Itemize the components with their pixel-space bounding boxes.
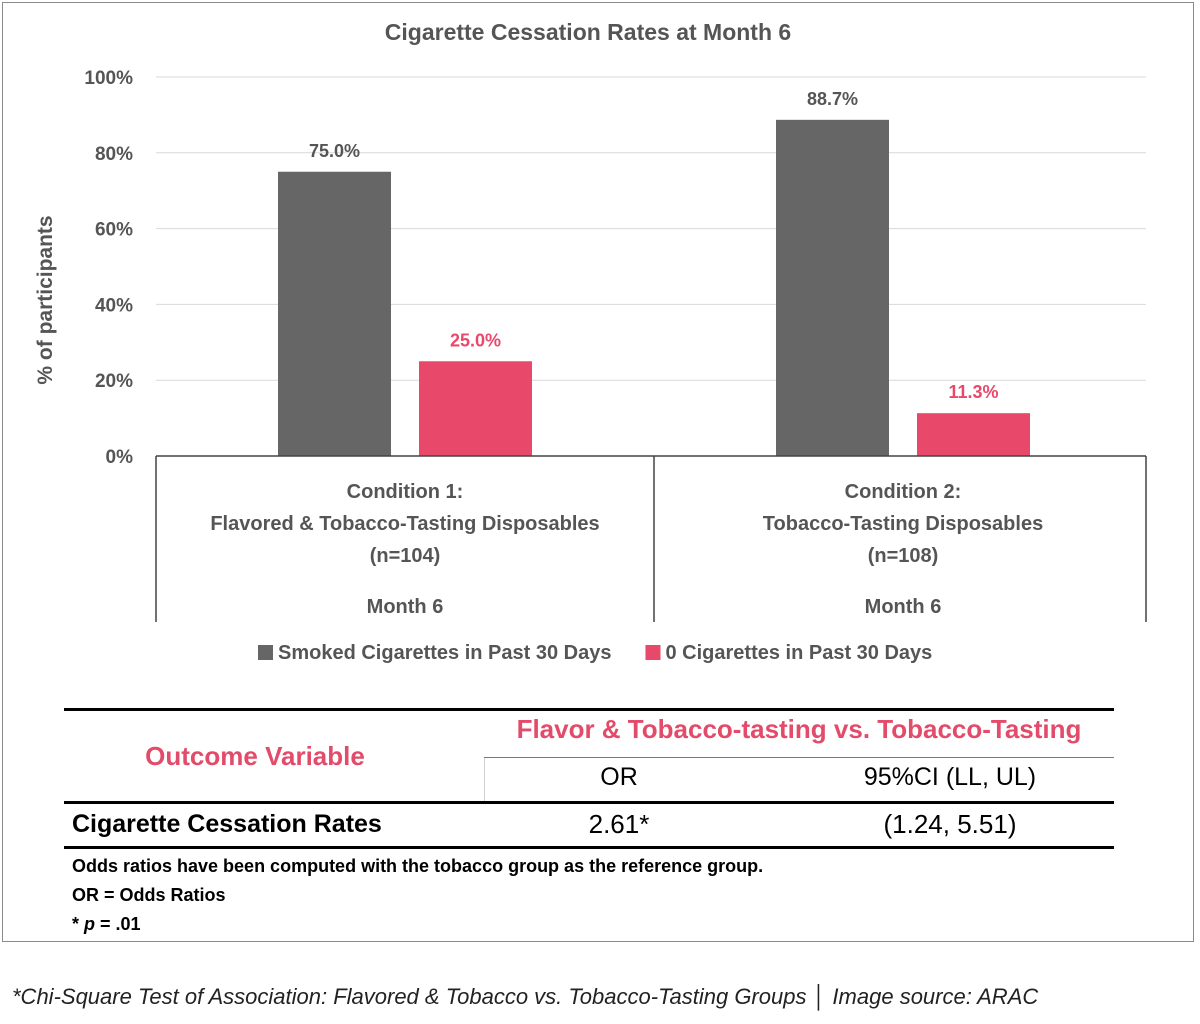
table-row-or: 2.61* [588,809,650,839]
y-tick-label: 20% [95,371,133,392]
legend-label: Smoked Cigarettes in Past 30 Days [278,642,611,664]
bar-zero-cigarettes [419,361,532,456]
note-or-definition: OR = Odds Ratios [72,885,226,905]
category-label: Condition 2: [845,481,962,503]
data-label: 88.7% [807,89,858,109]
bar-chart: Cigarette Cessation Rates at Month 6 0% 2… [34,19,1147,664]
outcome-variable-header: Outcome Variable [145,741,365,771]
y-tick-label: 100% [84,68,133,89]
data-label: 11.3% [948,382,998,402]
table-header-rule [64,801,1114,804]
table-row-label: Cigarette Cessation Rates [72,810,382,838]
y-axis-label: % of participants [34,215,57,384]
bars [278,119,1030,457]
category-axis: Condition 1: Flavored & Tobacco-Tasting D… [155,455,1147,622]
table-top-rule [64,708,1114,711]
bar-smoked [776,119,889,457]
y-axis-ticks: 0% 20% 40% 60% 80% 100% [84,68,133,468]
ci-column-header: 95%CI (LL, UL) [863,763,1037,791]
category-group-label: Month 6 [367,596,444,618]
bar-zero-cigarettes [917,413,1030,456]
legend-swatch [645,645,661,660]
y-tick-label: 60% [95,220,133,241]
note-p-value: * p = .01 [72,914,141,935]
category-label: Tobacco-Tasting Disposables [763,513,1043,535]
figure-frame [2,2,1194,942]
note-reference-group: Odds ratios have been computed with the … [72,856,764,876]
category-label: (n=108) [868,545,939,567]
category-label: Condition 1: [347,481,464,503]
figure-caption: *Chi-Square Test of Association: Flavore… [12,984,1039,1009]
legend-swatch [258,645,273,660]
legend: Smoked Cigarettes in Past 30 Days 0 Cigar… [258,642,932,664]
category-label: Flavored & Tobacco-Tasting Disposables [210,513,599,535]
y-tick-label: 0% [106,447,134,468]
comparison-header: Flavor & Tobacco-tasting vs. Tobacco-Tas… [516,714,1082,744]
p-value: = .01 [95,914,141,934]
p-prefix: * [72,914,85,934]
table-bottom-rule [64,846,1114,849]
y-tick-label: 80% [95,144,133,165]
table-column-separator [484,758,485,802]
table-row-ci: (1.24, 5.51) [883,809,1017,839]
p-symbol: p [84,914,96,934]
category-group-label: Month 6 [865,596,942,618]
category-label: (n=104) [370,545,441,567]
data-label: 75.0% [309,141,360,161]
y-tick-label: 40% [95,295,133,316]
chart-title: Cigarette Cessation Rates at Month 6 [385,19,791,45]
data-labels: 75.0% 25.0% 88.7% 11.3% [309,89,999,402]
data-label: 25.0% [450,330,501,350]
or-column-header: OR [600,763,638,791]
legend-label: 0 Cigarettes in Past 30 Days [665,642,932,664]
table-subheader-rule [484,757,1114,758]
bar-smoked [278,171,391,456]
